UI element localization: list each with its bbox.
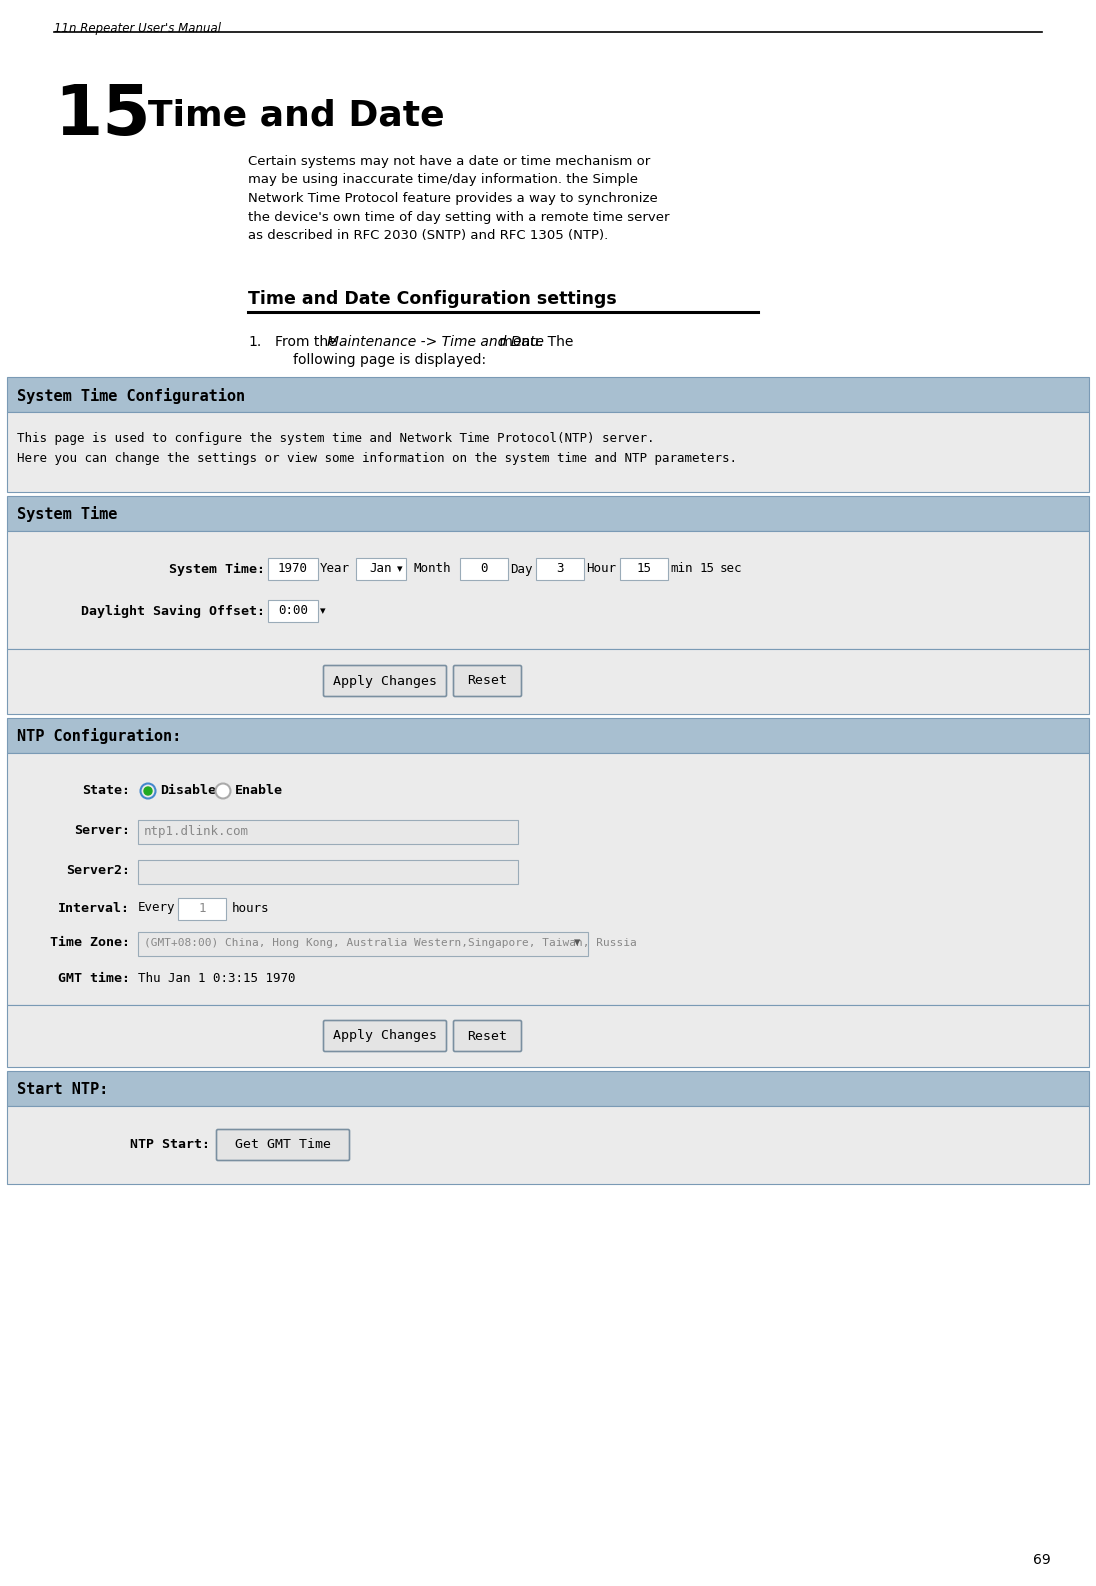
Text: This page is used to configure the system time and Network Time Protocol(NTP) se: This page is used to configure the syste…	[18, 431, 654, 446]
Text: Day: Day	[510, 563, 533, 576]
Text: menu. The: menu. The	[495, 335, 573, 349]
Text: ▾: ▾	[397, 565, 402, 574]
Text: 3: 3	[557, 563, 563, 576]
Bar	[269, 558, 318, 580]
Text: 1.: 1.	[248, 335, 261, 349]
Bar	[536, 558, 584, 580]
Text: 15: 15	[54, 81, 150, 149]
Text: Reset: Reset	[467, 674, 507, 687]
Bar	[7, 377, 1089, 412]
Text: Jan: Jan	[369, 563, 392, 576]
Circle shape	[144, 787, 152, 795]
Text: Year: Year	[320, 563, 350, 576]
Text: System Time:: System Time:	[169, 563, 265, 576]
Text: 1970: 1970	[278, 563, 308, 576]
Text: Time and Date: Time and Date	[148, 98, 445, 132]
Bar	[7, 1071, 1089, 1105]
Bar	[7, 718, 1089, 753]
Bar	[7, 496, 1089, 531]
Text: ntp1.dlink.com: ntp1.dlink.com	[144, 825, 249, 837]
Text: System Time Configuration: System Time Configuration	[18, 387, 246, 403]
Text: System Time: System Time	[18, 506, 117, 522]
Text: Time and Date Configuration settings: Time and Date Configuration settings	[248, 290, 617, 308]
Text: hours: hours	[232, 901, 270, 915]
Text: Maintenance -> Time and Date: Maintenance -> Time and Date	[327, 335, 544, 349]
Text: (GMT+08:00) China, Hong Kong, Australia Western,Singapore, Taiwan, Russia: (GMT+08:00) China, Hong Kong, Australia …	[144, 937, 637, 948]
Text: State:: State:	[82, 785, 130, 798]
Bar	[138, 820, 518, 844]
Text: Every: Every	[138, 901, 175, 915]
Bar	[7, 1105, 1089, 1185]
Text: sec: sec	[720, 563, 742, 576]
Text: From the: From the	[275, 335, 341, 349]
Bar	[620, 558, 667, 580]
Text: 11n Repeater User's Manual: 11n Repeater User's Manual	[54, 22, 221, 35]
FancyBboxPatch shape	[454, 666, 522, 696]
Text: GMT time:: GMT time:	[58, 972, 130, 985]
Text: 69: 69	[1034, 1553, 1051, 1567]
Bar	[7, 649, 1089, 714]
FancyBboxPatch shape	[323, 666, 446, 696]
Bar	[7, 753, 1089, 1006]
Text: Month: Month	[414, 563, 452, 576]
Text: 15: 15	[700, 563, 715, 576]
Text: 0: 0	[480, 563, 488, 576]
Text: following page is displayed:: following page is displayed:	[293, 354, 487, 366]
Text: Apply Changes: Apply Changes	[333, 674, 437, 687]
Text: Server2:: Server2:	[66, 864, 130, 877]
Bar	[138, 933, 587, 956]
FancyBboxPatch shape	[217, 1129, 350, 1161]
Text: Time Zone:: Time Zone:	[50, 936, 130, 950]
Text: Daylight Saving Offset:: Daylight Saving Offset:	[81, 604, 265, 617]
Text: Get GMT Time: Get GMT Time	[235, 1139, 331, 1151]
Text: min: min	[670, 563, 693, 576]
Bar	[138, 860, 518, 883]
Text: Apply Changes: Apply Changes	[333, 1029, 437, 1042]
Text: ▾: ▾	[574, 936, 580, 950]
FancyBboxPatch shape	[323, 1020, 446, 1052]
Text: Hour: Hour	[586, 563, 616, 576]
Bar	[7, 531, 1089, 649]
Bar	[269, 600, 318, 622]
Bar	[7, 1006, 1089, 1067]
Text: Disable: Disable	[160, 785, 216, 798]
Bar	[178, 898, 226, 920]
Text: 1: 1	[198, 901, 206, 915]
Bar	[356, 558, 406, 580]
Text: Enable: Enable	[235, 785, 283, 798]
Text: NTP Start:: NTP Start:	[130, 1139, 210, 1151]
Text: Interval:: Interval:	[58, 901, 130, 915]
Text: Certain systems may not have a date or time mechanism or
may be using inaccurate: Certain systems may not have a date or t…	[248, 155, 670, 243]
Bar	[460, 558, 509, 580]
Text: ▾: ▾	[320, 606, 326, 615]
Circle shape	[216, 783, 230, 798]
Text: Here you can change the settings or view some information on the system time and: Here you can change the settings or view…	[18, 452, 737, 465]
Text: Start NTP:: Start NTP:	[18, 1082, 109, 1098]
Text: 15: 15	[637, 563, 651, 576]
Bar	[7, 412, 1089, 492]
Text: 0:00: 0:00	[278, 604, 308, 617]
FancyBboxPatch shape	[454, 1020, 522, 1052]
Text: Reset: Reset	[467, 1029, 507, 1042]
Text: Thu Jan 1 0:3:15 1970: Thu Jan 1 0:3:15 1970	[138, 972, 296, 985]
Text: NTP Configuration:: NTP Configuration:	[18, 728, 181, 744]
Text: Server:: Server:	[75, 825, 130, 837]
